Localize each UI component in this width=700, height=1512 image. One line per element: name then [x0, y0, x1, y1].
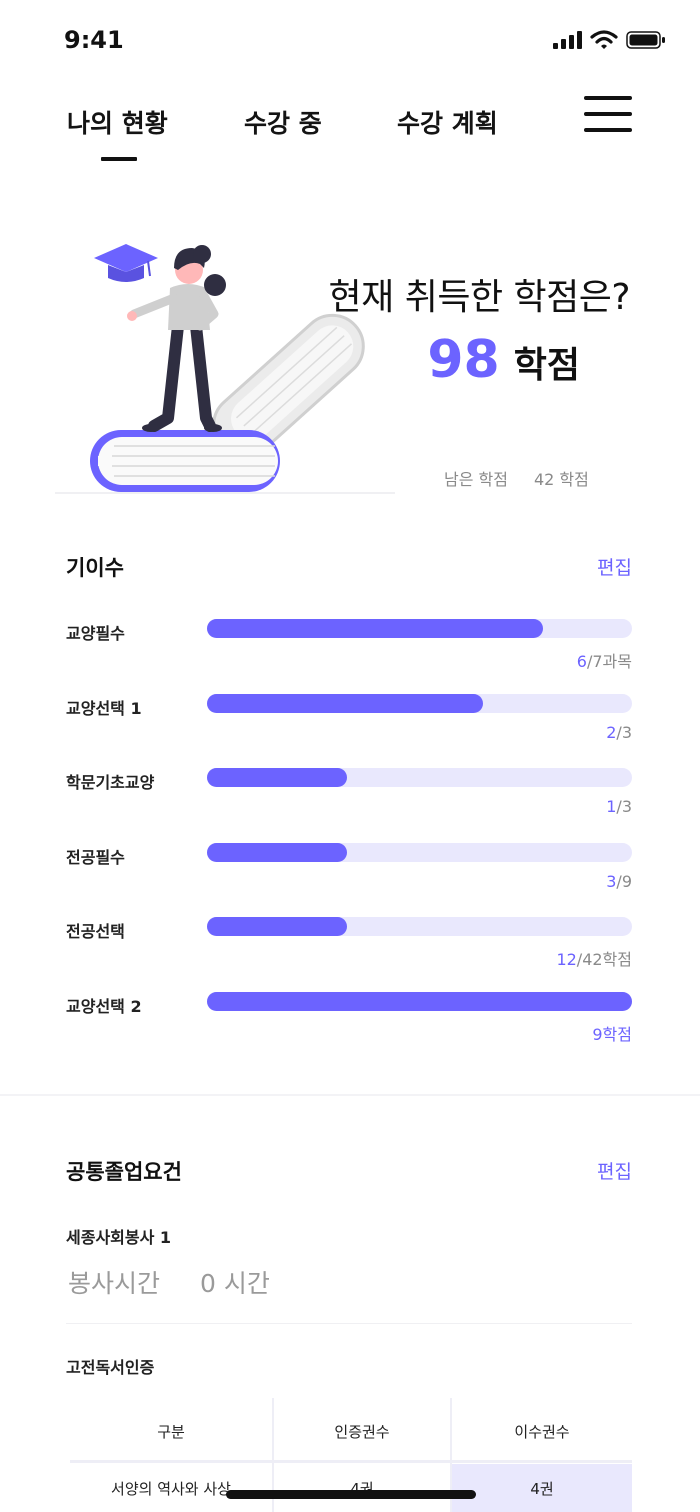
progress-count: 9학점 [592, 1025, 632, 1044]
progress-bar [207, 917, 632, 936]
credits-number: 98 [427, 330, 500, 390]
completed-edit-button[interactable]: 편집 [597, 557, 632, 579]
remaining-label: 남은 학점 [444, 470, 508, 489]
status-time: 9:41 [64, 26, 124, 54]
progress-label: 교양필수 [66, 624, 125, 643]
progress-bar [207, 768, 632, 787]
progress-label: 전공필수 [66, 848, 125, 867]
table-header-certified: 인증권수 [334, 1422, 390, 1441]
table-cell-category: 서양의 역사와 사상 [111, 1479, 231, 1498]
subsection-divider [66, 1323, 632, 1324]
progress-count: 3/9 [606, 872, 632, 891]
table-cell-certified: 4권 [350, 1479, 374, 1498]
progress-label: 학문기초교양 [66, 773, 155, 792]
tab-my-status[interactable]: 나의 현황 [67, 109, 168, 138]
progress-count: 1/3 [606, 797, 632, 816]
wifi-icon [590, 30, 618, 49]
progress-bar [207, 992, 632, 1011]
signal-icon [553, 31, 582, 49]
progress-count: 6/7과목 [576, 652, 632, 671]
credits-question: 현재 취득한 학점은? [328, 277, 631, 318]
battery-icon [626, 31, 665, 49]
graduation-edit-button[interactable]: 편집 [597, 1161, 632, 1183]
progress-count: 12/42학점 [556, 950, 632, 969]
volunteer-hours-value: 0 시간 [200, 1269, 270, 1298]
table-header-completed: 이수권수 [514, 1422, 570, 1441]
credits-earned: 98 학점 [427, 330, 580, 390]
home-indicator [226, 1490, 476, 1499]
completed-section-title: 기이수 [66, 556, 124, 580]
classics-label: 고전독서인증 [66, 1358, 155, 1377]
progress-label: 교양선택 2 [66, 997, 142, 1016]
table-cell-completed: 4권 [452, 1464, 632, 1512]
progress-count: 2/3 [606, 723, 632, 742]
table-header-category: 구분 [157, 1422, 185, 1441]
active-tab-indicator [101, 157, 137, 161]
volunteer-hours-label: 봉사시간 [68, 1269, 161, 1298]
tab-in-progress[interactable]: 수강 중 [244, 109, 322, 138]
graduation-section-title: 공통졸업요건 [66, 1160, 182, 1184]
volunteer-label: 세종사회봉사 1 [66, 1228, 172, 1247]
menu-button[interactable] [584, 94, 632, 134]
graduation-illustration [55, 244, 395, 494]
section-divider [0, 1094, 700, 1096]
hamburger-menu-icon [584, 96, 632, 100]
progress-bar [207, 843, 632, 862]
tab-course-plan[interactable]: 수강 계획 [397, 109, 498, 138]
progress-bar [207, 619, 632, 638]
remaining-value: 42 학점 [533, 470, 589, 489]
credits-unit: 학점 [513, 345, 580, 386]
remaining-credits: 남은 학점 42 학점 [444, 466, 589, 490]
progress-label: 전공선택 [66, 922, 125, 941]
status-icons [552, 30, 666, 50]
progress-bar [207, 694, 632, 713]
progress-label: 교양선택 1 [66, 699, 142, 718]
volunteer-hours: 봉사시간 0 시간 [68, 1264, 270, 1300]
